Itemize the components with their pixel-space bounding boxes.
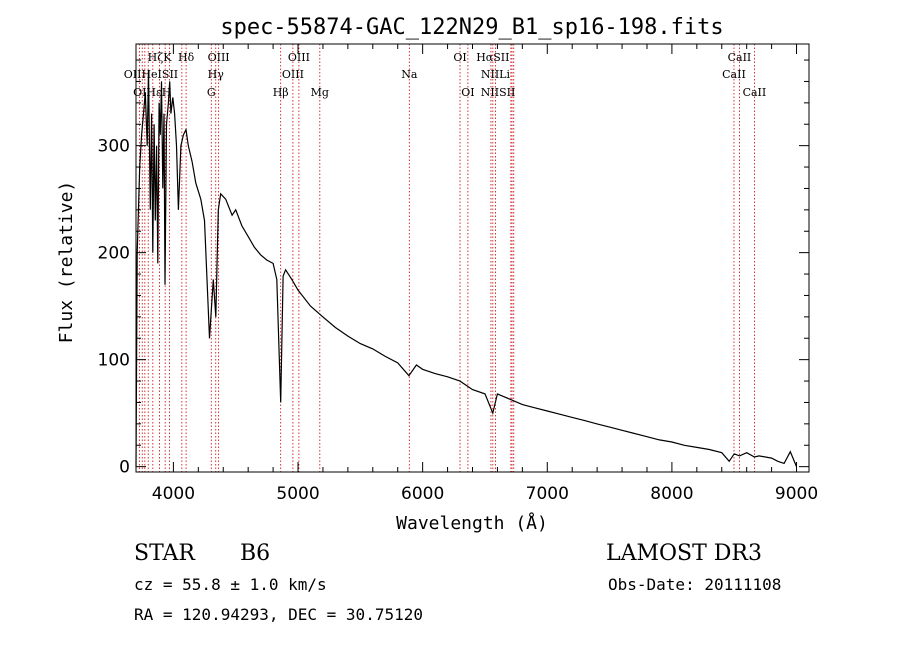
x-tick-label: 9000 <box>775 484 818 504</box>
spectral-line-label: NIILi <box>481 68 511 81</box>
x-axis-label: Wavelength (Å) <box>396 512 548 534</box>
flux-series-line <box>135 70 798 467</box>
y-tick-label: 200 <box>98 244 130 264</box>
spectral-line-label: NIISII <box>481 86 516 99</box>
x-tick-label: 4000 <box>152 484 195 504</box>
spectral-line-label: OIIHeISII <box>124 68 178 81</box>
y-tick-label: 300 <box>98 137 130 157</box>
spectral-line-labels: HζK Hδ OIII OIII OI HαSII CaII OIIHeISII Hγ OIII N… <box>124 51 766 99</box>
spectral-line-label: HαSII <box>476 51 509 64</box>
spectral-line-label: Mg <box>311 86 329 99</box>
x-axis-ticks: 4000 5000 6000 7000 8000 9000 <box>152 44 818 504</box>
observation-date: Obs-Date: 20111108 <box>608 575 781 594</box>
spectral-line-label: OIHεH <box>133 86 171 99</box>
y-axis-ticks: 0 100 200 300 <box>98 59 809 478</box>
ra-dec: RA = 120.94293, DEC = 30.75120 <box>134 605 423 624</box>
survey-name: LAMOST DR3 <box>606 541 762 566</box>
chart-title: spec-55874-GAC_122N29_B1_sp16-198.fits <box>220 15 723 40</box>
spectral-line-label: Hγ <box>208 68 225 81</box>
x-tick-label: 6000 <box>401 484 444 504</box>
spectral-line-label: G <box>207 86 216 99</box>
spectral-line-label: CaII <box>743 86 767 99</box>
y-axis-label: Flux (relative) <box>56 181 77 344</box>
spectral-line-label: OIII <box>208 51 230 64</box>
spectral-line-markers <box>138 44 755 472</box>
spectral-line-label: CaII <box>728 51 752 64</box>
spectral-line-label: OI <box>453 51 466 64</box>
spectral-line-label: HζK <box>148 51 173 64</box>
spectral-line-label: Hβ <box>273 86 289 99</box>
spectral-line-label: OIII <box>288 51 310 64</box>
x-tick-label: 5000 <box>276 484 319 504</box>
spectral-line-label: OIII <box>282 68 304 81</box>
object-subclass: B6 <box>240 541 270 566</box>
plot-frame <box>135 43 810 473</box>
spectral-line-label: CaII <box>722 68 746 81</box>
y-tick-label: 100 <box>98 351 130 371</box>
spectral-line-label: Na <box>401 68 418 81</box>
y-tick-label: 0 <box>119 458 130 478</box>
spectral-line-label: OI <box>461 86 474 99</box>
x-tick-label: 7000 <box>526 484 569 504</box>
x-tick-label: 8000 <box>650 484 693 504</box>
redshift-cz: cz = 55.8 ± 1.0 km/s <box>134 575 327 594</box>
object-class: STAR <box>134 541 196 566</box>
spectral-line-label: Hδ <box>178 51 195 64</box>
